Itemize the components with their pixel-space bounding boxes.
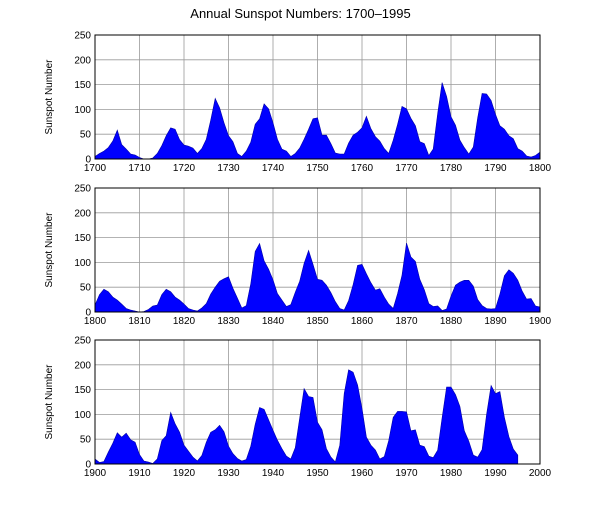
x-tick-label: 1710: [128, 163, 151, 174]
sunspot-area-series: [94, 369, 519, 465]
y-tick-label: 200: [74, 360, 91, 371]
y-axis-label: Sunspot Number: [44, 59, 55, 135]
y-tick-label: 100: [74, 258, 91, 269]
y-tick-label: 250: [74, 31, 91, 42]
y-tick-label: 250: [74, 184, 91, 195]
x-tick-label: 1810: [128, 316, 151, 327]
x-tick-label: 1880: [440, 316, 463, 327]
x-tick-label: 1740: [262, 163, 285, 174]
y-tick-label: 50: [80, 130, 92, 141]
plot-frame: [94, 187, 541, 313]
x-tick-label: 1800: [84, 316, 107, 327]
x-tick-label: 1960: [351, 468, 374, 479]
x-tick-label: 1920: [173, 468, 196, 479]
chart-title: Annual Sunspot Numbers: 1700–1995: [190, 6, 411, 21]
y-tick-label: 0: [85, 308, 91, 319]
x-tick-label: 1720: [173, 163, 196, 174]
x-tick-label: 1770: [395, 163, 418, 174]
x-tick-label: 1910: [128, 468, 151, 479]
x-tick-label: 1780: [440, 163, 463, 174]
y-tick-label: 100: [74, 410, 91, 421]
panel-1: 1700 1710 1720 1730 1740 1750 1760 1770 1780 1790…: [44, 31, 552, 175]
y-tick-label: 50: [80, 283, 92, 294]
panel-3: 1900 1910 1920 1930 1940 1950 1960 1970 1980 1990…: [44, 336, 552, 480]
x-tick-label: 1730: [217, 163, 240, 174]
x-tick-label: 1820: [173, 316, 196, 327]
x-tick-label: 1990: [484, 468, 507, 479]
x-tick-label: 1900: [529, 316, 552, 327]
x-tick-label: 1940: [262, 468, 285, 479]
y-tick-label: 250: [74, 336, 91, 347]
x-tick-label: 1840: [262, 316, 285, 327]
x-tick-label: 1830: [217, 316, 240, 327]
x-tick-label: 1890: [484, 316, 507, 327]
y-tick-label: 200: [74, 55, 91, 66]
x-tick-label: 1900: [84, 468, 107, 479]
x-tick-label: 1970: [395, 468, 418, 479]
x-tick-label: 1870: [395, 316, 418, 327]
y-tick-label: 50: [80, 435, 92, 446]
y-axis-label: Sunspot Number: [44, 212, 55, 288]
x-tick-label: 1980: [440, 468, 463, 479]
sunspot-area-series: [94, 82, 541, 160]
x-tick-label: 1760: [351, 163, 374, 174]
x-tick-label: 1700: [84, 163, 107, 174]
sunspot-area-series: [94, 242, 541, 313]
y-tick-label: 200: [74, 208, 91, 219]
x-tick-label: 1950: [306, 468, 329, 479]
y-tick-label: 150: [74, 80, 91, 91]
x-tick-label: 1750: [306, 163, 329, 174]
plot-frame: [94, 339, 541, 465]
y-tick-label: 150: [74, 233, 91, 244]
x-tick-label: 1800: [529, 163, 552, 174]
y-tick-label: 100: [74, 105, 91, 116]
y-tick-label: 0: [85, 155, 91, 166]
x-tick-label: 1930: [217, 468, 240, 479]
panel-2: 1800 1810 1820 1830 1840 1850 1860 1870 1880 1890…: [44, 184, 552, 328]
y-axis-label: Sunspot Number: [44, 364, 55, 440]
plot-frame: [94, 34, 541, 160]
x-tick-label: 1860: [351, 316, 374, 327]
y-tick-label: 0: [85, 460, 91, 471]
x-tick-label: 1850: [306, 316, 329, 327]
x-tick-label: 1790: [484, 163, 507, 174]
y-tick-label: 150: [74, 385, 91, 396]
x-tick-label: 2000: [529, 468, 552, 479]
